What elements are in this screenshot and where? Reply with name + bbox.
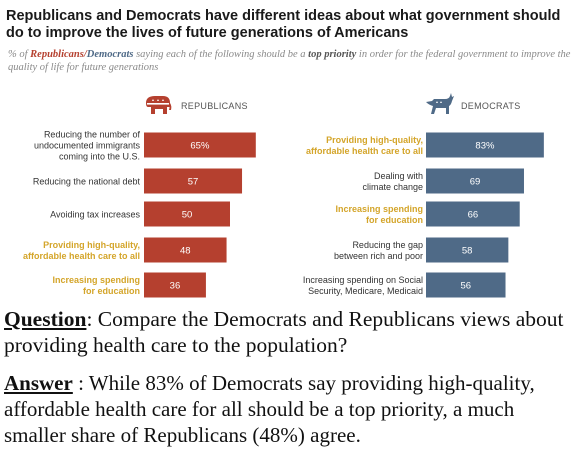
question-key: Question	[4, 307, 87, 331]
rep-category-label-0-line-0: Reducing the number of	[44, 130, 141, 140]
subtitle-suffix: in order for the federal government to i…	[8, 49, 571, 73]
rep-bar-1	[144, 168, 243, 194]
dem-category-label-4-line-1: Security, Medicare, Medicaid	[308, 286, 423, 296]
dem-category-label-0-line-1: affordable health care to all	[306, 146, 423, 156]
rep-category-label-0-line-1: undocumented immigrants	[34, 141, 141, 151]
rep-value-label-2: 50	[182, 210, 193, 221]
democrats-panel-header: DEMOCRATS	[424, 92, 544, 118]
rep-bar-3	[144, 237, 227, 263]
dem-category-label-3-line-1: between rich and poor	[334, 251, 423, 261]
dem-value-label-2: 66	[468, 210, 479, 221]
rep-category-label-2-line-0: Avoiding tax increases	[50, 210, 140, 220]
rep-bar-4	[144, 272, 206, 298]
republicans-panel-header: REPUBLICANS	[143, 92, 263, 118]
rep-category-label-1-line-0: Reducing the national debt	[33, 177, 141, 187]
dem-bar-1	[426, 168, 524, 194]
rep-value-label-1: 57	[188, 177, 199, 188]
rep-bar-0	[144, 132, 256, 158]
dem-value-label-4: 56	[460, 281, 471, 292]
rep-category-label-3-line-1: affordable health care to all	[23, 251, 140, 261]
dem-value-label-0: 83%	[475, 141, 495, 152]
elephant-icon	[146, 96, 172, 114]
subtitle-republicans: Republicans	[30, 49, 84, 60]
dem-bar-4	[426, 272, 506, 298]
dem-category-label-2-line-1: for education	[366, 215, 423, 225]
rep-category-label-3-line-0: Providing high-quality,	[43, 240, 140, 250]
rep-category-label-4-line-1: for education	[83, 286, 140, 296]
subtitle-middle: saying each of the following should be a	[133, 49, 309, 60]
dem-category-label-0-line-0: Providing high-quality,	[326, 135, 423, 145]
subtitle-slash: /	[83, 49, 87, 60]
dem-category-label-2-line-0: Increasing spending	[335, 204, 423, 214]
rep-value-label-3: 48	[180, 246, 191, 257]
answer-block: Answer : While 83% of Democrats say prov…	[4, 370, 579, 448]
dem-category-label-3-line-0: Reducing the gap	[352, 240, 423, 250]
donkey-icon	[426, 93, 454, 114]
rep-category-label-4-line-0: Increasing spending	[52, 275, 140, 285]
rep-value-label-4: 36	[170, 281, 181, 292]
dem-bar-3	[426, 237, 509, 263]
subtitle-top-priority: top priority	[308, 49, 357, 60]
dem-bar-2	[426, 201, 520, 227]
dem-category-label-4-line-0: Increasing spending on Social	[303, 275, 423, 285]
chart-subtitle: % of Republicans/Democrats saying each o…	[8, 48, 573, 74]
answer-text: : While 83% of Democrats say providing h…	[4, 371, 535, 447]
rep-category-label-0-line-2: coming into the U.S.	[59, 152, 140, 162]
rep-value-label-0: 65%	[190, 141, 210, 152]
answer-key: Answer	[4, 371, 73, 395]
question-text: : Compare the Democrats and Republicans …	[4, 307, 564, 357]
dem-value-label-3: 58	[462, 246, 473, 257]
dem-category-label-1-line-0: Dealing with	[374, 171, 423, 181]
republicans-panel-label: REPUBLICANS	[181, 101, 248, 111]
subtitle-democrats: Democrats	[86, 49, 134, 60]
dem-category-label-1-line-1: climate change	[362, 182, 423, 192]
subtitle-prefix: % of	[8, 49, 31, 60]
dem-value-label-1: 69	[470, 177, 481, 188]
question-block: Question: Compare the Democrats and Repu…	[4, 306, 579, 358]
chart-title: Republicans and Democrats have different…	[6, 8, 561, 41]
dem-bar-0	[426, 132, 544, 158]
rep-bar-2	[144, 201, 230, 227]
democrats-panel-label: DEMOCRATS	[461, 101, 521, 111]
